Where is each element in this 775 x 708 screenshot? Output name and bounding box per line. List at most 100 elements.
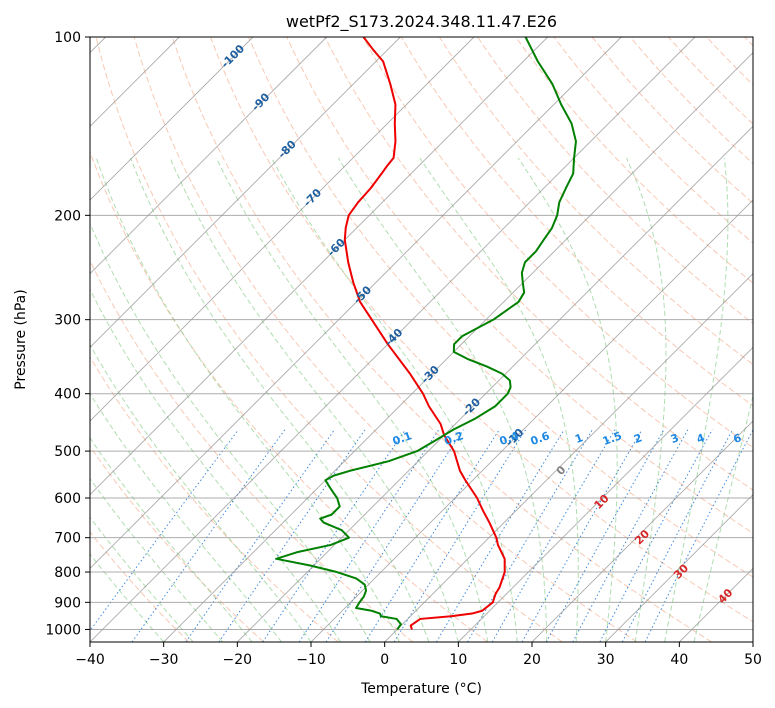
moist-adiabat-label: 30: [671, 561, 691, 581]
x-tick-label: 0: [380, 652, 389, 668]
moist-adiabat: [626, 157, 667, 642]
y-tick-label: 500: [54, 444, 81, 460]
isotherm: [90, 37, 696, 642]
dry-adiabat: [90, 531, 190, 642]
moist-adiabat: [693, 393, 753, 642]
mixing-ratio-line: [262, 429, 406, 642]
dry-adiabat: [286, 37, 753, 534]
moist-adiabat: [215, 157, 489, 642]
dry-adiabat: [553, 37, 753, 244]
moist-adiabat: [90, 516, 194, 642]
isotherm-label: -70: [301, 186, 324, 209]
moist-adiabat: [169, 157, 459, 642]
mixing-ratio-line: [364, 429, 500, 642]
moist-adiabat: [419, 157, 579, 642]
dry-adiabat: [668, 37, 753, 125]
mixing-ratio-label: 0.6: [529, 429, 552, 448]
mixing-ratio-line: [218, 429, 366, 642]
x-tick-label: 20: [523, 652, 541, 668]
isotherms: [90, 37, 753, 642]
isotherm: [752, 641, 753, 642]
isotherm: [531, 420, 753, 642]
dry-adiabat: [248, 37, 753, 578]
mixing-ratio-label: 0.1: [391, 429, 414, 448]
isotherm: [90, 37, 622, 569]
moist-adiabat: [271, 157, 518, 642]
dry-adiabat: [591, 37, 753, 204]
isotherm-label: -80: [276, 138, 299, 161]
dry-adiabat: [95, 37, 563, 642]
dry-adiabat: [706, 37, 753, 86]
isotherm: [384, 273, 753, 642]
x-tick-label: 30: [597, 652, 615, 668]
mixing-ratio-label: 6: [732, 431, 744, 446]
dry-adiabat: [629, 37, 753, 165]
dry-adiabat: [90, 259, 414, 642]
y-tick-label: 600: [54, 491, 81, 507]
isotherm-label: -100: [219, 42, 248, 71]
mixing-ratio-label: 1: [573, 431, 585, 446]
y-tick-label: 100: [54, 30, 81, 46]
x-tick-label: 40: [670, 652, 688, 668]
plot-area: -100-90-80-70-60-50-40-30-20-100.1 0.2 0.4…: [90, 37, 773, 642]
temperature-profile: [343, 37, 506, 630]
dry-adiabat: [744, 37, 753, 47]
isotherm: [90, 37, 327, 275]
dry-adiabat: [210, 37, 753, 623]
mixing-ratio-line: [572, 429, 689, 642]
y-tick-label: 400: [54, 387, 81, 403]
mixing-ratio-line: [467, 429, 593, 642]
mixing-ratio-line: [393, 429, 527, 642]
mixing-ratio-label: 8: [761, 431, 773, 446]
moist-adiabat: [664, 157, 729, 642]
y-tick-label: 1000: [45, 622, 81, 638]
mixing-ratio-line: [521, 429, 643, 642]
isobar-gridlines: [90, 37, 753, 630]
mixing-ratio-line: [545, 429, 665, 642]
x-tick-label: −10: [296, 652, 326, 668]
x-tick-label: 50: [744, 652, 762, 668]
moist-adiabat-label: 10: [592, 492, 612, 512]
mixing-ratio-label: 0.4: [498, 429, 521, 448]
dry-adiabat: [90, 150, 488, 642]
mixing-ratio-lines: [90, 429, 753, 642]
axes: −40 −30 −20 −10 0 10 20 30 40 5010020030040050060…: [45, 30, 762, 668]
x-tick-label: −30: [149, 652, 179, 668]
isotherm: [458, 346, 753, 642]
x-tick-label: −40: [75, 652, 105, 668]
moist-adiabat: [90, 392, 282, 642]
mixing-ratio-label: 2: [632, 431, 644, 446]
dry-adiabats: [90, 37, 753, 642]
isotherm: [163, 52, 753, 642]
dry-adiabat: [90, 445, 264, 642]
dry-adiabat: [90, 356, 339, 642]
isotherm: [679, 567, 753, 642]
isotherm: [310, 199, 753, 642]
moist-adiabat: [337, 157, 548, 642]
dewpoint-profile: [275, 37, 577, 631]
y-tick-label: 200: [54, 208, 81, 224]
y-tick-label: 800: [54, 565, 81, 581]
x-tick-label: −20: [223, 652, 253, 668]
isotherm: [90, 37, 475, 422]
isotherm: [90, 37, 401, 348]
mixing-ratio-labels: 0.10.20.40.611.52346810131620253036: [391, 429, 773, 448]
mixing-ratio-label: 4: [695, 431, 707, 446]
mixing-ratio-line: [435, 429, 565, 642]
dry-adiabat: [400, 37, 753, 407]
mixing-ratio-line: [185, 429, 335, 642]
dry-adiabat: [439, 37, 753, 365]
dry-adiabat: [324, 37, 753, 491]
mixing-ratio-line: [90, 429, 239, 632]
y-tick-label: 900: [54, 595, 81, 611]
plot-frame: [89, 36, 754, 643]
y-tick-label: 300: [54, 313, 81, 329]
isotherm-label: -30: [419, 363, 442, 386]
isotherm-label: -90: [249, 90, 272, 113]
mixing-ratio-label: 0.2: [442, 429, 465, 448]
y-axis-label: Pressure (hPa): [13, 289, 29, 389]
isotherm: [90, 37, 254, 201]
mixing-ratio-line: [491, 429, 616, 642]
